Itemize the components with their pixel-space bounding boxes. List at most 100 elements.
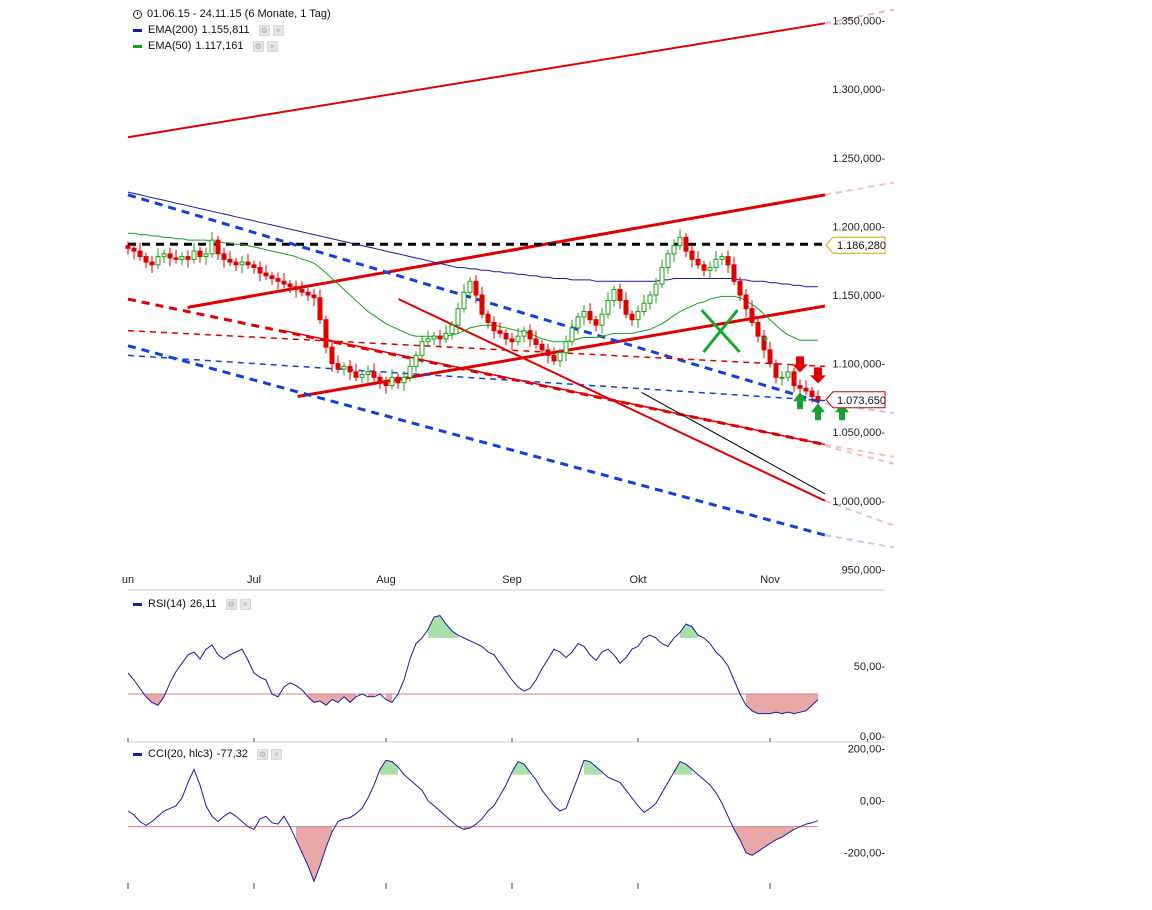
candle-body bbox=[455, 308, 461, 326]
candle-body bbox=[551, 354, 557, 362]
candle-body bbox=[347, 365, 353, 373]
candle-body bbox=[611, 289, 617, 301]
candle-body bbox=[533, 338, 539, 345]
close-icon[interactable]: × bbox=[272, 24, 284, 36]
gear-icon[interactable]: ⚙ bbox=[252, 40, 264, 52]
gear-icon[interactable]: ⚙ bbox=[257, 748, 268, 760]
candle-body bbox=[527, 330, 533, 340]
candle-body bbox=[521, 330, 527, 337]
trendline bbox=[283, 329, 826, 446]
candle-body bbox=[515, 335, 521, 343]
candle-body bbox=[191, 250, 197, 260]
price-tag bbox=[825, 391, 886, 409]
candle-body bbox=[407, 365, 413, 378]
cci-y-tick-label: -200,00- bbox=[844, 848, 885, 860]
rsi-line bbox=[127, 615, 819, 715]
trendline-projection bbox=[824, 444, 895, 465]
candle-body bbox=[659, 267, 665, 285]
y-tick-label: 1.000,000- bbox=[832, 496, 885, 508]
y-tick-label: 1.350,000- bbox=[832, 16, 885, 28]
gear-icon[interactable]: ⚙ bbox=[258, 24, 270, 36]
candle-body bbox=[131, 247, 137, 252]
trendline-projection bbox=[824, 8, 894, 25]
gear-icon[interactable]: ⚙ bbox=[225, 598, 237, 610]
candle-body bbox=[599, 313, 605, 326]
candle-body bbox=[239, 261, 245, 266]
candle-body bbox=[227, 258, 233, 263]
x-tick-label: Jul bbox=[247, 574, 261, 586]
ema-lines bbox=[127, 191, 818, 343]
close-icon[interactable]: × bbox=[266, 40, 278, 52]
annotations bbox=[700, 309, 849, 421]
cci-fill-high bbox=[380, 760, 398, 775]
cci-value: -77,32 bbox=[216, 748, 248, 760]
cci-panel: 200,00- 0,00- -200,00- bbox=[127, 744, 886, 883]
candle-body bbox=[203, 253, 209, 258]
candle-body bbox=[635, 310, 641, 321]
candle-body bbox=[665, 253, 671, 269]
ema200-row: EMA(200) 1.155,811 ⚙ × bbox=[133, 22, 331, 38]
x-tick-label: Nov bbox=[760, 574, 780, 586]
candle-body bbox=[215, 239, 221, 255]
arrow-up-marker bbox=[793, 392, 807, 410]
candle-body bbox=[683, 236, 689, 252]
candle-body bbox=[749, 308, 755, 323]
cci-y-tick-label: 200,00- bbox=[848, 744, 886, 756]
y-tick-label: 1.300,000- bbox=[832, 84, 885, 96]
ema50-row: EMA(50) 1.117,161 ⚙ × bbox=[133, 38, 331, 54]
candle-body bbox=[425, 338, 431, 343]
candle-body bbox=[755, 321, 761, 337]
candle-body bbox=[575, 316, 581, 329]
candle-body bbox=[545, 349, 551, 356]
rsi-swatch bbox=[133, 602, 142, 606]
arrow-down-marker bbox=[810, 367, 826, 384]
candle-body bbox=[779, 376, 785, 379]
trendlines bbox=[127, 8, 895, 549]
candle-body bbox=[815, 396, 821, 400]
trendline-projection bbox=[824, 499, 895, 527]
candle-body bbox=[677, 236, 683, 247]
candle-body bbox=[497, 330, 503, 334]
rsi-value: 26,11 bbox=[189, 598, 217, 610]
candle-body bbox=[167, 253, 173, 259]
candle-body bbox=[125, 245, 131, 249]
rsi-y-tick-label: 50,00- bbox=[854, 661, 886, 673]
candle-body bbox=[323, 319, 329, 348]
candle-body bbox=[293, 286, 299, 291]
close-icon[interactable]: × bbox=[239, 598, 251, 610]
candle-body bbox=[431, 335, 437, 340]
candle-body bbox=[305, 291, 311, 296]
rsi-panel: 50,00- 0,00- bbox=[127, 615, 886, 743]
candle-body bbox=[743, 294, 749, 310]
candle-body bbox=[377, 376, 383, 384]
date-range-row: 01.06.15 - 24.11.15 (6 Monate, 1 Tag) bbox=[133, 6, 331, 22]
candle-body bbox=[401, 376, 407, 384]
x-tick-label: Okt bbox=[629, 574, 646, 586]
ema50-value: 1.117,161 bbox=[195, 40, 244, 52]
cci-fill-low bbox=[296, 826, 332, 882]
candle-body bbox=[173, 257, 179, 260]
candle-body bbox=[719, 256, 725, 260]
candle-body bbox=[761, 335, 767, 351]
trendline bbox=[187, 193, 826, 309]
trendline bbox=[641, 391, 826, 495]
x-mark bbox=[702, 309, 739, 353]
candle-body bbox=[287, 283, 293, 288]
trendline-projection bbox=[824, 534, 894, 549]
ema200-swatch bbox=[133, 28, 142, 32]
candle-body bbox=[641, 302, 647, 312]
candle-body bbox=[623, 299, 629, 315]
cci-legend-row: CCI(20, hlc3) -77,32 ⚙ × bbox=[133, 746, 282, 762]
candle-body bbox=[605, 299, 611, 315]
candle-body bbox=[587, 310, 593, 321]
candle-body bbox=[449, 324, 455, 334]
close-icon[interactable]: × bbox=[271, 748, 282, 760]
candle-body bbox=[791, 371, 797, 387]
candle-body bbox=[143, 256, 149, 263]
rsi-fill-low bbox=[368, 694, 374, 697]
candle-body bbox=[311, 294, 317, 299]
candle-body bbox=[419, 341, 425, 356]
candle-body bbox=[557, 352, 563, 362]
rsi-fill-high bbox=[680, 624, 698, 638]
